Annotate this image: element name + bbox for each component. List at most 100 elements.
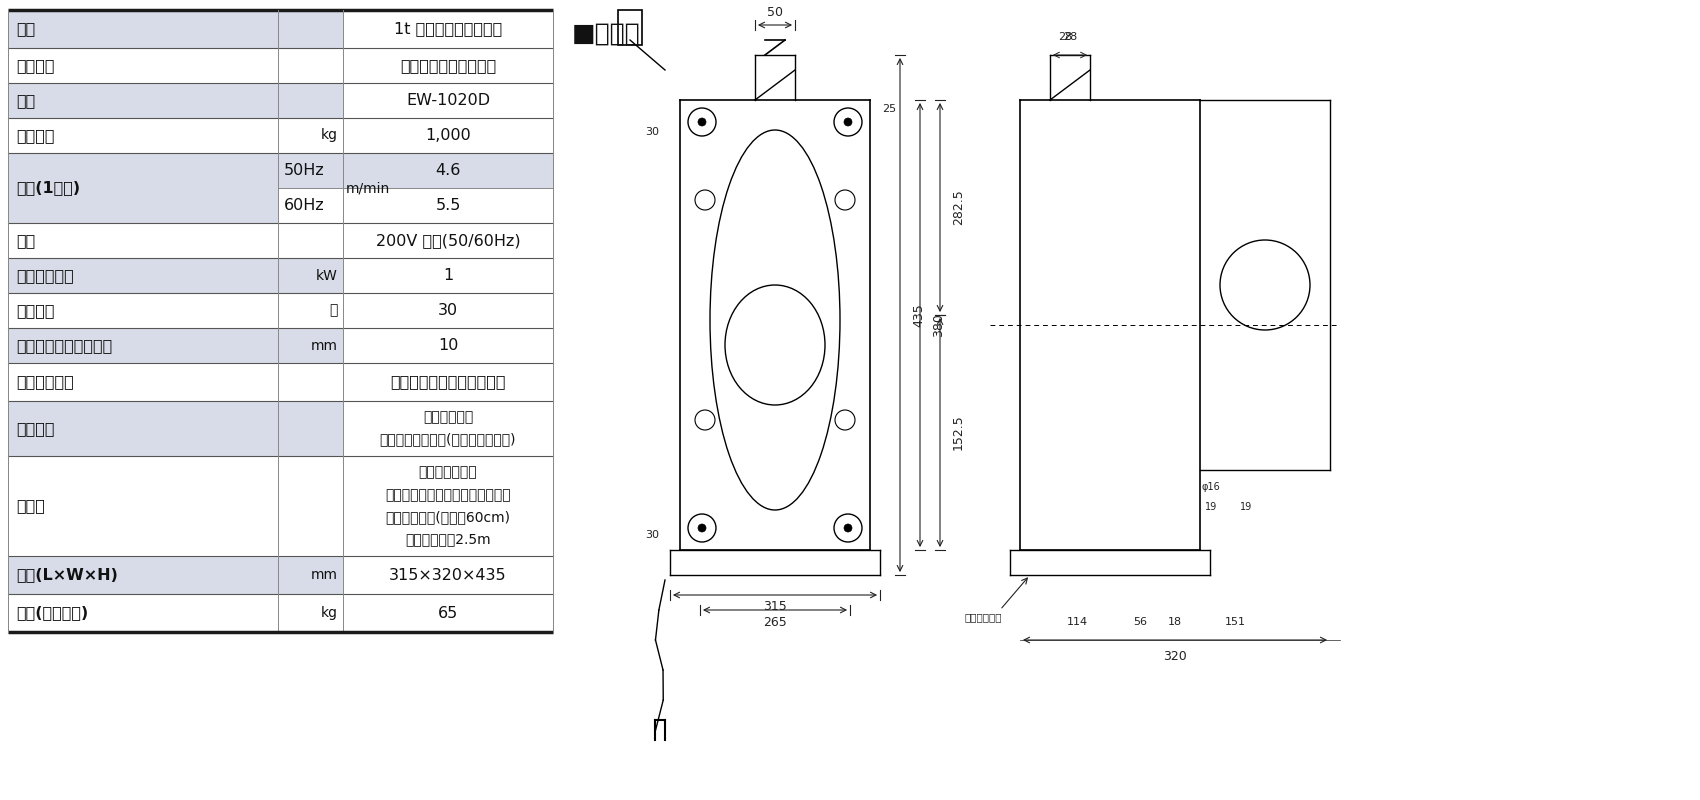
Bar	[343, 153, 552, 188]
Bar	[279, 293, 343, 328]
Text: m/min: m/min	[345, 181, 389, 195]
Bar	[343, 188, 552, 223]
Text: 定格時間: 定格時間	[15, 303, 54, 318]
Bar	[343, 223, 552, 258]
Bar	[8, 363, 279, 401]
Bar	[619, 10, 643, 45]
Bar	[279, 48, 343, 83]
Bar	[343, 328, 552, 363]
Text: アンカーピン: アンカーピン	[966, 612, 1003, 622]
Text: EW-1020D: EW-1020D	[406, 93, 490, 108]
Bar	[279, 363, 343, 401]
Text: 30: 30	[644, 530, 660, 540]
Text: 50Hz: 50Hz	[284, 163, 325, 178]
Bar	[343, 118, 552, 153]
Text: kg: kg	[321, 606, 338, 620]
Text: 315×320×435: 315×320×435	[389, 567, 507, 582]
Text: 265: 265	[763, 615, 787, 629]
Bar	[343, 153, 393, 223]
Bar	[343, 456, 552, 556]
Bar	[343, 594, 552, 632]
Bar	[343, 293, 552, 328]
Text: 電源: 電源	[15, 233, 36, 248]
Text: 380: 380	[932, 313, 945, 337]
Text: kW: kW	[316, 269, 338, 282]
Text: 速度(1速型): 速度(1速型)	[15, 181, 80, 195]
Bar	[8, 456, 279, 556]
Text: 定格荷重: 定格荷重	[15, 128, 54, 143]
Text: 18: 18	[1168, 617, 1182, 627]
Circle shape	[699, 118, 705, 126]
Text: チルコーポレーション: チルコーポレーション	[400, 58, 496, 73]
Text: 19: 19	[1205, 502, 1217, 512]
Text: 4.6: 4.6	[435, 163, 461, 178]
Text: 30: 30	[439, 303, 457, 318]
Text: 320: 320	[1163, 650, 1187, 663]
Text: 巻過防止装置: 巻過防止装置	[423, 410, 473, 425]
Circle shape	[843, 524, 852, 532]
Bar	[279, 223, 343, 258]
Text: 19: 19	[1239, 502, 1253, 512]
Text: モーター内蔵電磁ブレーキ: モーター内蔵電磁ブレーキ	[391, 374, 505, 390]
Text: 151: 151	[1224, 617, 1246, 627]
Text: 専用ワイヤーロープ径: 専用ワイヤーロープ径	[15, 338, 112, 353]
Bar	[279, 118, 343, 153]
Bar	[343, 363, 552, 401]
Bar	[343, 83, 552, 118]
Text: 56: 56	[1132, 617, 1148, 627]
Text: 安全装置: 安全装置	[15, 421, 54, 436]
Bar	[8, 153, 279, 223]
Text: 50: 50	[767, 6, 784, 19]
Bar	[343, 48, 552, 83]
Text: mm: mm	[311, 568, 338, 582]
Bar	[8, 223, 279, 258]
Text: 200V 三相(50/60Hz): 200V 三相(50/60Hz)	[376, 233, 520, 248]
Bar	[343, 401, 552, 456]
Text: 台付ワイヤー(全長約60cm): 台付ワイヤー(全長約60cm)	[386, 510, 510, 524]
Text: 寸法(L×W×H): 寸法(L×W×H)	[15, 567, 117, 582]
Text: ■寸法図: ■寸法図	[571, 22, 641, 46]
Bar	[279, 556, 343, 594]
Text: kg: kg	[321, 129, 338, 142]
Text: 5.5: 5.5	[435, 198, 461, 213]
Text: 重量(本体のみ): 重量(本体のみ)	[15, 606, 88, 621]
Text: 315: 315	[763, 601, 787, 614]
Text: 28: 28	[1057, 32, 1073, 42]
Text: 25: 25	[882, 104, 896, 114]
Text: 114: 114	[1066, 617, 1088, 627]
Bar	[8, 556, 279, 594]
Text: 282.5: 282.5	[952, 190, 966, 226]
Bar	[8, 118, 279, 153]
Bar	[279, 328, 343, 363]
Text: 1t 低速チルクライマー: 1t 低速チルクライマー	[394, 22, 502, 37]
Bar	[8, 401, 279, 456]
Text: 1,000: 1,000	[425, 128, 471, 143]
Text: 操作コード長2.5m: 操作コード長2.5m	[405, 532, 491, 546]
Text: φ16: φ16	[1202, 482, 1221, 492]
Text: エンドスプリング・エンドボルト: エンドスプリング・エンドボルト	[386, 488, 510, 502]
Bar	[8, 258, 279, 293]
Text: 65: 65	[439, 606, 457, 621]
Text: 152.5: 152.5	[952, 414, 966, 450]
Circle shape	[699, 524, 705, 532]
Bar	[279, 594, 343, 632]
Text: モーター出力: モーター出力	[15, 268, 73, 283]
Circle shape	[843, 118, 852, 126]
Bar	[8, 328, 279, 363]
Bar	[279, 401, 343, 456]
Text: リターンシーブ: リターンシーブ	[418, 466, 478, 480]
Text: 30: 30	[644, 127, 660, 137]
Text: 10: 10	[439, 338, 459, 353]
Text: 分: 分	[330, 303, 338, 318]
Bar	[8, 594, 279, 632]
Bar	[343, 10, 552, 48]
Bar	[8, 293, 279, 328]
Text: 付属品: 付属品	[15, 498, 44, 514]
Text: 28: 28	[1062, 32, 1078, 42]
Text: 435: 435	[911, 303, 925, 327]
Bar	[279, 153, 343, 188]
Bar	[279, 258, 343, 293]
Text: 1: 1	[444, 268, 454, 283]
Bar	[279, 188, 343, 223]
Bar	[279, 456, 343, 556]
